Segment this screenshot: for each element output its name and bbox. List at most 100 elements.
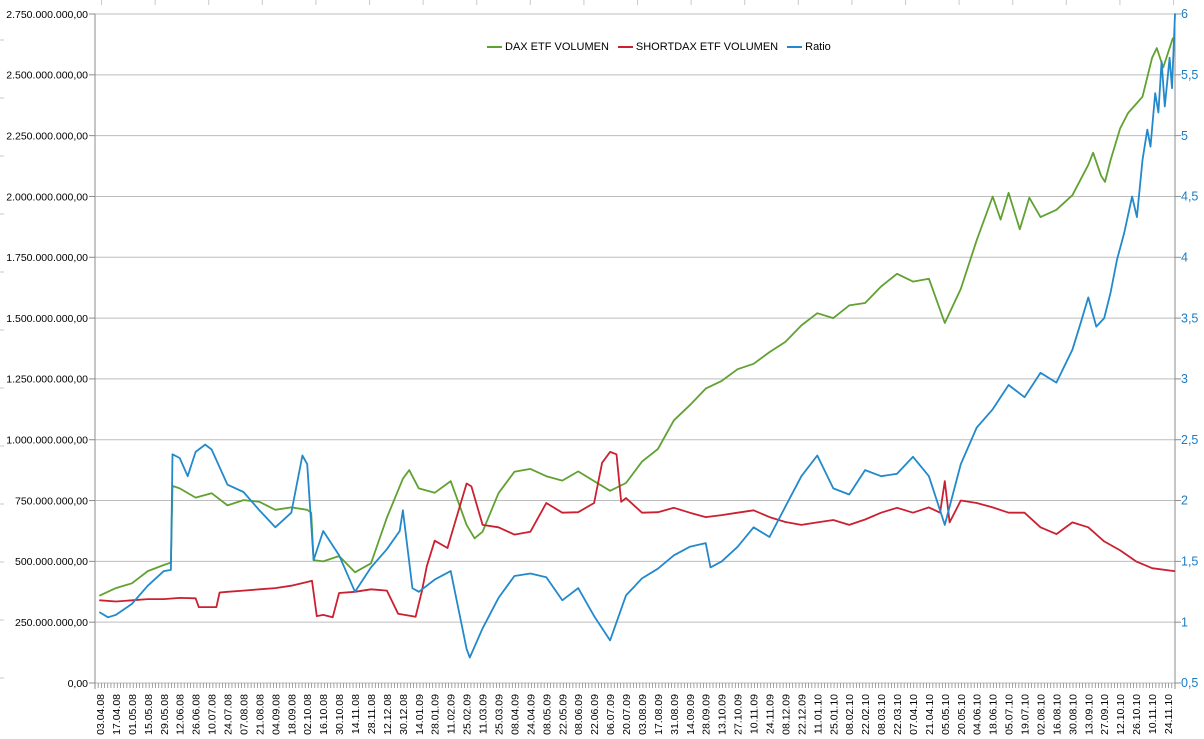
legend-swatch-dax-icon [487, 46, 502, 48]
svg-text:5,5: 5,5 [1181, 68, 1198, 82]
left-axis-labels: 2.750.000.000,00 2.500.000.000,00 2.250.00… [6, 9, 88, 690]
svg-text:21.08.08: 21.08.08 [254, 694, 266, 735]
svg-text:28.01.09: 28.01.09 [430, 694, 442, 735]
svg-text:17.08.09: 17.08.09 [653, 694, 665, 735]
svg-text:25.03.09: 25.03.09 [494, 694, 506, 735]
svg-text:29.05.08: 29.05.08 [159, 694, 171, 735]
axes [89, 13, 1181, 689]
svg-text:11.01.10: 11.01.10 [812, 694, 824, 734]
svg-text:31.08.09: 31.08.09 [669, 694, 681, 735]
legend-item-ratio: Ratio [787, 41, 831, 53]
svg-text:12.12.08: 12.12.08 [382, 694, 394, 735]
svg-text:750.000.000,00: 750.000.000,00 [15, 495, 88, 507]
svg-text:5: 5 [1181, 129, 1188, 143]
svg-text:25.02.09: 25.02.09 [462, 694, 474, 735]
svg-text:2,5: 2,5 [1181, 433, 1198, 447]
svg-text:22.02.10: 22.02.10 [860, 694, 872, 735]
svg-text:04.06.10: 04.06.10 [972, 694, 984, 735]
svg-text:18.09.08: 18.09.08 [286, 694, 298, 735]
svg-text:22.06.09: 22.06.09 [589, 694, 601, 735]
svg-text:10.11.09: 10.11.09 [749, 694, 761, 734]
svg-text:01.05.08: 01.05.08 [127, 694, 139, 735]
svg-text:2.750.000.000,00: 2.750.000.000,00 [6, 9, 88, 21]
svg-text:08.06.09: 08.06.09 [573, 694, 585, 735]
svg-text:22.05.09: 22.05.09 [557, 694, 569, 735]
svg-text:24.11.10: 24.11.10 [1163, 694, 1175, 734]
svg-text:22.03.10: 22.03.10 [892, 694, 904, 735]
svg-text:1: 1 [1181, 615, 1188, 629]
svg-text:6: 6 [1181, 7, 1188, 21]
svg-text:22.12.09: 22.12.09 [796, 694, 808, 735]
series-shortdax-line [99, 450, 1176, 619]
svg-text:19.07.10: 19.07.10 [1020, 694, 1032, 735]
svg-text:2.250.000.000,00: 2.250.000.000,00 [6, 130, 88, 142]
svg-text:18.06.10: 18.06.10 [988, 694, 1000, 735]
svg-text:14.09.09: 14.09.09 [685, 694, 697, 735]
svg-text:4,5: 4,5 [1181, 190, 1198, 204]
gridlines [95, 13, 1175, 684]
svg-text:05.07.10: 05.07.10 [1004, 694, 1016, 735]
svg-text:14.01.09: 14.01.09 [414, 694, 426, 735]
svg-text:16.08.10: 16.08.10 [1051, 694, 1063, 735]
svg-text:05.05.10: 05.05.10 [940, 694, 952, 735]
series-ratio-line [99, 13, 1176, 659]
svg-text:24.07.08: 24.07.08 [223, 694, 235, 735]
svg-text:1.750.000.000,00: 1.750.000.000,00 [6, 252, 88, 264]
svg-text:1,5: 1,5 [1181, 555, 1198, 569]
chart-legend: DAX ETF VOLUMEN SHORTDAX ETF VOLUMEN Rat… [487, 41, 831, 53]
edge-artifact-ticks [0, 0, 1174, 679]
legend-item-shortdax: SHORTDAX ETF VOLUMEN [617, 41, 779, 53]
svg-text:1.250.000.000,00: 1.250.000.000,00 [6, 374, 88, 386]
svg-text:02.10.08: 02.10.08 [302, 694, 314, 735]
svg-text:27.09.10: 27.09.10 [1099, 694, 1111, 735]
svg-text:2: 2 [1181, 494, 1188, 508]
legend-label-shortdax: SHORTDAX ETF VOLUMEN [635, 41, 779, 53]
svg-text:25.01.10: 25.01.10 [828, 694, 840, 735]
svg-text:2.000.000.000,00: 2.000.000.000,00 [6, 191, 88, 203]
svg-text:03.04.08: 03.04.08 [95, 694, 107, 735]
svg-text:11.03.09: 11.03.09 [478, 694, 490, 734]
svg-text:4: 4 [1181, 250, 1188, 264]
legend-swatch-shortdax-icon [617, 46, 633, 48]
svg-text:04.09.08: 04.09.08 [270, 694, 282, 735]
svg-text:03.08.09: 03.08.09 [637, 694, 649, 735]
svg-text:11.02.09: 11.02.09 [446, 694, 458, 734]
svg-text:500.000.000,00: 500.000.000,00 [15, 556, 88, 568]
series-dax-line [99, 37, 1174, 597]
svg-text:30.12.08: 30.12.08 [398, 694, 410, 735]
svg-text:15.05.08: 15.05.08 [143, 694, 155, 735]
svg-text:2.500.000.000,00: 2.500.000.000,00 [6, 70, 88, 82]
svg-text:14.11.08: 14.11.08 [350, 694, 362, 734]
svg-text:28.09.09: 28.09.09 [701, 694, 713, 735]
svg-text:16.10.08: 16.10.08 [318, 694, 330, 735]
svg-text:24.04.09: 24.04.09 [525, 694, 537, 735]
svg-text:08.12.09: 08.12.09 [780, 694, 792, 735]
svg-text:12.06.08: 12.06.08 [175, 694, 187, 735]
legend-item-dax: DAX ETF VOLUMEN [487, 41, 609, 53]
legend-label-ratio: Ratio [805, 41, 831, 53]
svg-text:0,5: 0,5 [1181, 676, 1198, 690]
legend-swatch-ratio-icon [787, 46, 803, 48]
svg-text:13.10.09: 13.10.09 [717, 694, 729, 735]
svg-text:08.05.09: 08.05.09 [541, 694, 553, 735]
svg-text:30.10.08: 30.10.08 [334, 694, 346, 735]
svg-text:07.08.08: 07.08.08 [238, 694, 250, 735]
legend-label-dax: DAX ETF VOLUMEN [505, 41, 609, 53]
svg-text:28.11.08: 28.11.08 [366, 694, 378, 734]
svg-text:30.08.10: 30.08.10 [1067, 694, 1079, 735]
svg-text:13.09.10: 13.09.10 [1083, 694, 1095, 735]
svg-text:26.10.10: 26.10.10 [1131, 694, 1143, 735]
svg-text:0,00: 0,00 [68, 678, 89, 690]
svg-text:06.07.09: 06.07.09 [605, 694, 617, 735]
right-axis-labels: 6 5,5 5 4,5 4 3,5 3 2,5 2 1,5 1 0,5 [1181, 7, 1198, 690]
svg-text:250.000.000,00: 250.000.000,00 [15, 617, 88, 629]
svg-text:10.07.08: 10.07.08 [207, 694, 219, 735]
svg-text:3: 3 [1181, 372, 1188, 386]
x-axis-labels: 03.04.08 17.04.08 01.05.08 15.05.08 29.05.08… [95, 694, 1175, 735]
svg-text:3,5: 3,5 [1181, 311, 1198, 325]
svg-text:26.06.08: 26.06.08 [191, 694, 203, 735]
svg-text:10.11.10: 10.11.10 [1147, 694, 1159, 734]
svg-text:02.08.10: 02.08.10 [1035, 694, 1047, 735]
